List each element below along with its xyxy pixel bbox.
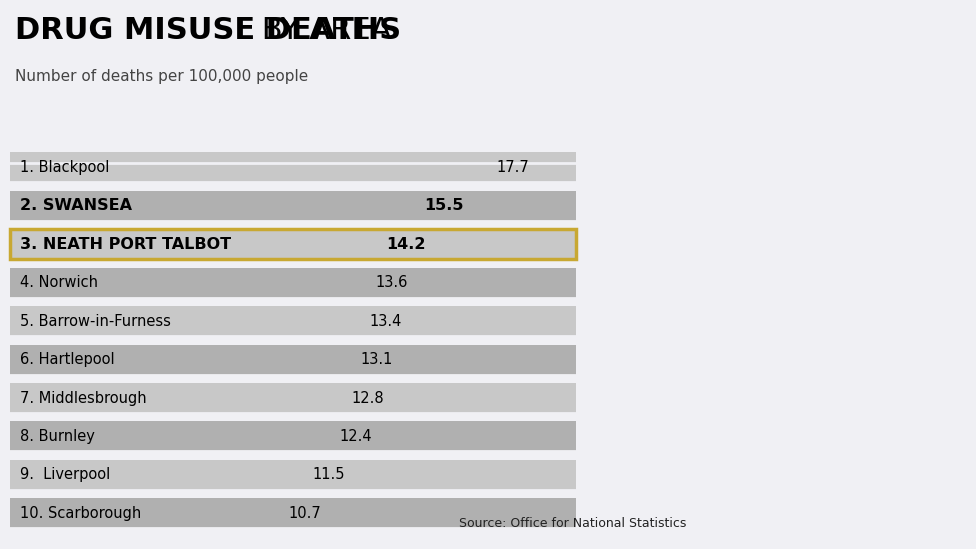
Text: 13.1: 13.1 xyxy=(360,352,392,367)
Text: 12.4: 12.4 xyxy=(339,429,372,444)
Text: 13.4: 13.4 xyxy=(369,313,401,329)
Text: Number of deaths per 100,000 people: Number of deaths per 100,000 people xyxy=(15,69,307,83)
Bar xyxy=(10,345,576,374)
Text: 8. Burnley: 8. Burnley xyxy=(20,429,95,444)
Bar xyxy=(10,153,576,182)
Text: 15.5: 15.5 xyxy=(425,198,465,214)
Text: 1. Blackpool: 1. Blackpool xyxy=(20,160,109,175)
Bar xyxy=(10,498,576,528)
Text: DRUG MISUSE DEATHS: DRUG MISUSE DEATHS xyxy=(15,16,401,46)
Text: 14.2: 14.2 xyxy=(386,237,426,252)
Bar xyxy=(10,191,576,221)
Text: 3. NEATH PORT TALBOT: 3. NEATH PORT TALBOT xyxy=(20,237,231,252)
Text: 2. SWANSEA: 2. SWANSEA xyxy=(20,198,132,214)
Bar xyxy=(10,229,576,259)
Text: 10.7: 10.7 xyxy=(288,506,321,521)
Text: Source: Office for National Statistics: Source: Office for National Statistics xyxy=(459,517,686,530)
Text: 9.  Liverpool: 9. Liverpool xyxy=(20,467,110,483)
Text: BY AREA: BY AREA xyxy=(252,16,391,46)
Text: 5. Barrow-in-Furness: 5. Barrow-in-Furness xyxy=(20,313,171,329)
Text: 17.7: 17.7 xyxy=(497,160,530,175)
Bar xyxy=(10,229,576,259)
Bar xyxy=(10,306,576,336)
Text: 11.5: 11.5 xyxy=(312,467,345,483)
Text: 6. Hartlepool: 6. Hartlepool xyxy=(20,352,115,367)
Text: 12.8: 12.8 xyxy=(351,390,384,406)
Bar xyxy=(10,268,576,298)
Bar xyxy=(10,460,576,490)
Text: 4. Norwich: 4. Norwich xyxy=(20,275,99,290)
Text: 13.6: 13.6 xyxy=(375,275,408,290)
Bar xyxy=(10,422,576,451)
Text: 7. Middlesbrough: 7. Middlesbrough xyxy=(20,390,146,406)
Text: 10. Scarborough: 10. Scarborough xyxy=(20,506,142,521)
Bar xyxy=(10,383,576,413)
